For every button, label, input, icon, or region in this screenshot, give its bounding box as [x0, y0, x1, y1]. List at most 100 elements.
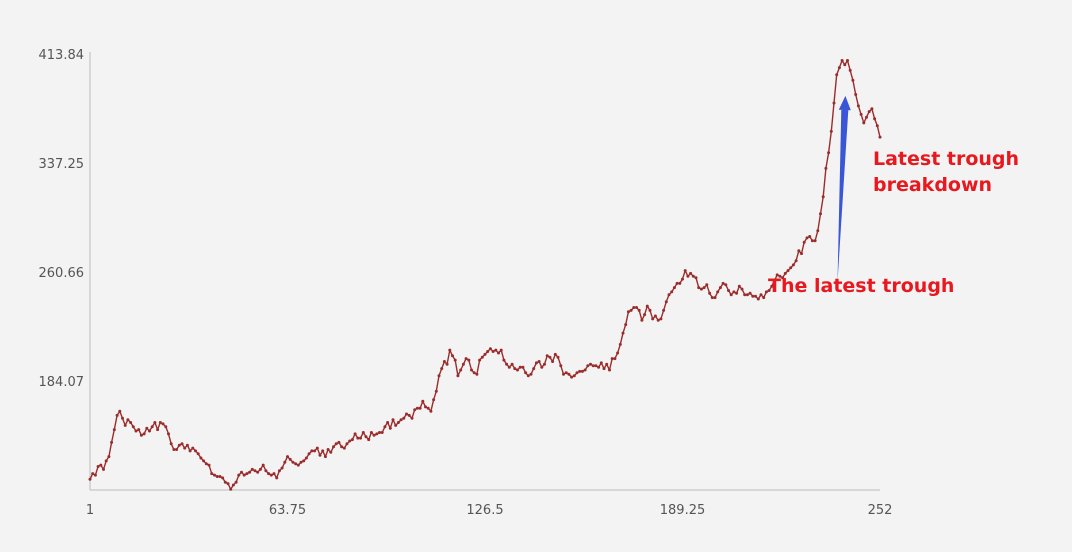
data-point	[705, 283, 709, 287]
data-point	[418, 406, 422, 410]
data-point	[229, 487, 233, 491]
data-point	[716, 290, 720, 294]
data-point	[164, 425, 168, 429]
data-point	[637, 308, 641, 312]
data-point	[813, 239, 817, 243]
data-point	[421, 399, 425, 403]
data-point	[708, 291, 712, 295]
data-point	[131, 425, 135, 429]
data-point	[605, 362, 609, 366]
data-point	[350, 438, 354, 442]
data-point	[175, 448, 179, 451]
data-point	[399, 418, 403, 422]
data-point	[356, 436, 360, 440]
data-point	[653, 314, 657, 318]
data-point	[318, 453, 322, 457]
data-point	[283, 460, 287, 464]
data-point	[223, 480, 227, 484]
data-point	[437, 374, 441, 378]
data-point	[169, 442, 173, 446]
data-point	[848, 68, 852, 72]
data-point	[862, 121, 866, 125]
data-point	[145, 426, 149, 430]
data-point	[729, 293, 733, 297]
data-point	[689, 271, 693, 275]
data-point	[453, 358, 457, 362]
data-point	[559, 364, 563, 368]
data-point	[651, 317, 655, 321]
data-point	[794, 259, 798, 263]
data-point	[323, 455, 327, 459]
data-point	[819, 212, 822, 216]
data-point	[364, 435, 368, 439]
data-point	[369, 431, 373, 434]
y-axis-ticks: 413.84 337.25 260.66 184.07	[39, 48, 85, 390]
data-point	[737, 284, 741, 288]
data-point	[545, 354, 549, 358]
data-point	[415, 406, 419, 410]
data-point	[770, 284, 774, 288]
data-point	[570, 375, 574, 379]
data-point	[394, 423, 398, 427]
data-point	[304, 456, 308, 460]
data-point	[578, 369, 582, 373]
data-point	[548, 355, 552, 359]
data-point	[258, 467, 262, 471]
data-point	[735, 291, 739, 295]
data-point	[618, 342, 622, 346]
data-point	[129, 421, 133, 424]
data-point	[791, 263, 795, 267]
data-point	[102, 467, 105, 471]
data-point	[242, 473, 246, 477]
data-point	[253, 469, 257, 473]
data-point	[199, 456, 203, 460]
data-point	[307, 452, 311, 456]
data-point	[821, 195, 825, 199]
data-point	[721, 281, 725, 285]
data-point	[635, 306, 638, 309]
data-point	[250, 467, 254, 471]
data-point	[526, 374, 530, 378]
data-point	[800, 252, 803, 256]
data-point	[299, 460, 303, 464]
data-point	[710, 296, 714, 300]
data-point	[629, 308, 633, 312]
data-point	[608, 368, 611, 372]
data-point	[483, 352, 487, 356]
data-point	[386, 421, 390, 424]
data-point	[167, 432, 170, 436]
data-point	[797, 249, 801, 253]
data-point	[267, 472, 271, 476]
data-point	[743, 293, 747, 297]
data-point	[829, 129, 833, 133]
data-point	[594, 364, 598, 368]
data-point	[134, 429, 138, 433]
data-point	[534, 361, 538, 365]
data-point	[783, 271, 787, 275]
data-point	[762, 296, 766, 300]
data-point	[691, 274, 695, 278]
data-point	[361, 431, 365, 434]
data-point	[624, 323, 628, 327]
data-point	[150, 425, 154, 429]
trough-breakdown-label-line2: breakdown	[873, 174, 992, 196]
data-point	[96, 465, 100, 468]
data-point	[234, 480, 238, 484]
data-point	[754, 294, 757, 298]
data-point	[643, 313, 647, 317]
data-point	[505, 362, 509, 366]
data-point	[816, 229, 820, 233]
data-point	[112, 428, 116, 432]
data-point	[424, 405, 427, 409]
data-point	[775, 273, 779, 277]
data-point	[764, 290, 768, 294]
data-point	[648, 308, 652, 312]
data-point	[123, 423, 127, 427]
data-point	[188, 449, 192, 453]
data-point	[207, 463, 211, 467]
data-point	[513, 367, 517, 371]
data-point	[724, 283, 728, 287]
data-point	[621, 331, 625, 335]
x-tick-label: 1	[86, 503, 94, 518]
data-point	[662, 308, 666, 312]
